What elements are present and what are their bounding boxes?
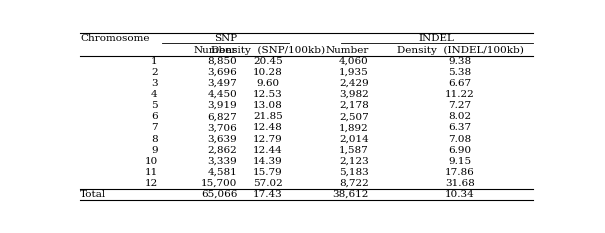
- Text: 1: 1: [151, 57, 158, 66]
- Text: 2,862: 2,862: [208, 146, 237, 155]
- Text: 12.53: 12.53: [253, 90, 283, 99]
- Text: 5.38: 5.38: [448, 68, 472, 77]
- Text: 3: 3: [151, 79, 158, 88]
- Text: 9: 9: [151, 146, 158, 155]
- Text: 3,919: 3,919: [208, 101, 237, 110]
- Text: 21.85: 21.85: [253, 112, 283, 121]
- Text: 15,700: 15,700: [201, 179, 237, 188]
- Text: 4,060: 4,060: [339, 57, 368, 66]
- Text: 12: 12: [145, 179, 158, 188]
- Text: 2,507: 2,507: [339, 112, 368, 121]
- Text: Density  (SNP/100kb): Density (SNP/100kb): [211, 45, 325, 55]
- Text: 3,706: 3,706: [208, 123, 237, 132]
- Text: 3,339: 3,339: [208, 157, 237, 166]
- Text: 8,850: 8,850: [208, 57, 237, 66]
- Text: 6.90: 6.90: [448, 146, 472, 155]
- Text: Density  (INDEL/100kb): Density (INDEL/100kb): [397, 45, 523, 55]
- Text: 5,183: 5,183: [339, 168, 368, 177]
- Text: 10: 10: [145, 157, 158, 166]
- Text: 20.45: 20.45: [253, 57, 283, 66]
- Text: 57.02: 57.02: [253, 179, 283, 188]
- Text: 10.34: 10.34: [445, 190, 475, 199]
- Text: 17.43: 17.43: [253, 190, 283, 199]
- Text: 12.48: 12.48: [253, 123, 283, 132]
- Text: 6.37: 6.37: [448, 123, 472, 132]
- Text: 1,892: 1,892: [339, 123, 368, 132]
- Text: 31.68: 31.68: [445, 179, 475, 188]
- Text: 9.38: 9.38: [448, 57, 472, 66]
- Text: 3,696: 3,696: [208, 68, 237, 77]
- Text: 2,123: 2,123: [339, 157, 368, 166]
- Text: 17.86: 17.86: [445, 168, 475, 177]
- Text: SNP: SNP: [214, 34, 237, 43]
- Text: 1,935: 1,935: [339, 68, 368, 77]
- Text: 11: 11: [145, 168, 158, 177]
- Text: 3,497: 3,497: [208, 79, 237, 88]
- Text: 7.08: 7.08: [448, 134, 472, 144]
- Text: 8,722: 8,722: [339, 179, 368, 188]
- Text: 2,014: 2,014: [339, 134, 368, 144]
- Text: 7: 7: [151, 123, 158, 132]
- Text: 9.15: 9.15: [448, 157, 472, 166]
- Text: 38,612: 38,612: [332, 190, 368, 199]
- Text: 8.02: 8.02: [448, 112, 472, 121]
- Text: 2: 2: [151, 68, 158, 77]
- Text: 3,982: 3,982: [339, 90, 368, 99]
- Text: 2,178: 2,178: [339, 101, 368, 110]
- Text: 5: 5: [151, 101, 158, 110]
- Text: Chromosome: Chromosome: [80, 34, 150, 43]
- Text: 13.08: 13.08: [253, 101, 283, 110]
- Text: 8: 8: [151, 134, 158, 144]
- Text: 12.79: 12.79: [253, 134, 283, 144]
- Text: 12.44: 12.44: [253, 146, 283, 155]
- Text: 9.60: 9.60: [257, 79, 280, 88]
- Text: 1,587: 1,587: [339, 146, 368, 155]
- Text: 2,429: 2,429: [339, 79, 368, 88]
- Text: 11.22: 11.22: [445, 90, 475, 99]
- Text: 6.67: 6.67: [448, 79, 472, 88]
- Text: Total: Total: [80, 190, 106, 199]
- Text: 7.27: 7.27: [448, 101, 472, 110]
- Text: 4: 4: [151, 90, 158, 99]
- Text: 65,066: 65,066: [201, 190, 237, 199]
- Text: 3,639: 3,639: [208, 134, 237, 144]
- Text: 10.28: 10.28: [253, 68, 283, 77]
- Text: INDEL: INDEL: [419, 34, 454, 43]
- Text: Number: Number: [325, 45, 368, 55]
- Text: 4,450: 4,450: [208, 90, 237, 99]
- Text: 15.79: 15.79: [253, 168, 283, 177]
- Text: Number: Number: [194, 45, 237, 55]
- Text: 6: 6: [151, 112, 158, 121]
- Text: 4,581: 4,581: [208, 168, 237, 177]
- Text: 14.39: 14.39: [253, 157, 283, 166]
- Text: 6,827: 6,827: [208, 112, 237, 121]
